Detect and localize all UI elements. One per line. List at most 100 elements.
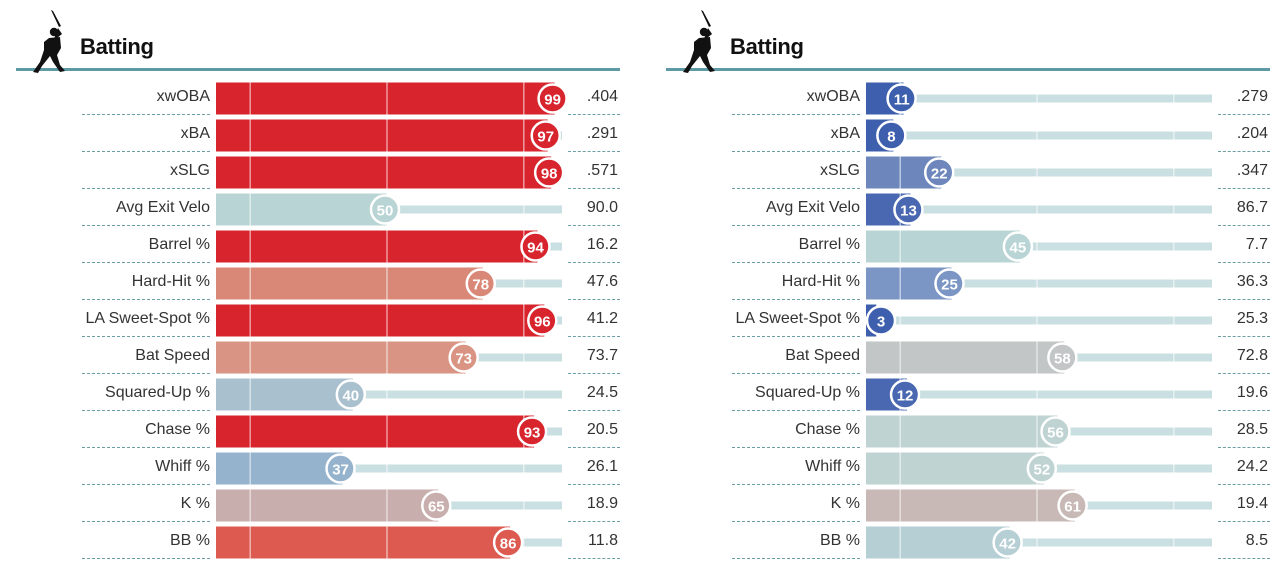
metric-label: K % <box>830 495 860 512</box>
metric-value: 36.3 <box>1236 273 1268 290</box>
percentile-track <box>352 390 562 399</box>
metric-label: Squared-Up % <box>105 384 210 401</box>
percentile-label: 45 <box>1010 240 1027 257</box>
row-divider <box>732 224 860 226</box>
metric-value: 26.1 <box>586 458 618 475</box>
row-divider <box>1218 483 1270 485</box>
percentile-label: 78 <box>472 277 489 294</box>
metric-value: 25.3 <box>1236 310 1268 327</box>
row-divider <box>82 187 210 189</box>
metric-row: xSLG 22 .347 <box>666 153 1270 190</box>
panel-title: Batting <box>80 34 154 59</box>
metric-label: xSLG <box>819 162 860 179</box>
row-divider <box>732 298 860 300</box>
percentile-marker <box>1026 453 1058 484</box>
row-divider <box>732 113 860 115</box>
metric-value: 73.7 <box>586 347 618 364</box>
percentile-marker <box>865 305 897 336</box>
percentile-label: 61 <box>1064 499 1081 516</box>
metric-row: Chase % 56 28.5 <box>666 412 1270 449</box>
row-divider <box>568 298 620 300</box>
percentile-bar-group: 25 <box>866 267 1212 300</box>
percentile-bar-group: 56 <box>866 415 1212 448</box>
percentile-bar <box>216 341 466 374</box>
row-divider <box>1218 335 1270 337</box>
row-divider <box>82 372 210 374</box>
percentile-marker <box>421 490 452 521</box>
row-divider <box>1218 298 1270 300</box>
percentile-bar <box>866 489 1075 522</box>
percentile-track <box>907 390 1212 399</box>
metric-row: BB % 86 11.8 <box>16 523 620 560</box>
percentile-marker <box>527 305 558 336</box>
metric-value: .347 <box>1236 162 1268 179</box>
percentile-track <box>910 205 1212 214</box>
row-divider <box>1218 557 1270 559</box>
percentile-label: 98 <box>541 166 558 183</box>
percentile-bar <box>216 267 483 300</box>
row-divider <box>568 446 620 448</box>
row-divider <box>732 483 860 485</box>
percentile-label: 22 <box>931 166 948 183</box>
metric-row: Hard-Hit % 25 36.3 <box>666 264 1270 301</box>
metric-row: xBA 8 .204 <box>666 116 1270 153</box>
percentile-label: 94 <box>527 240 544 257</box>
row-divider <box>1218 372 1270 374</box>
percentile-bar <box>866 452 1044 485</box>
percentile-label: 86 <box>500 536 517 553</box>
percentile-label: 56 <box>1047 425 1064 442</box>
percentile-marker <box>886 83 917 114</box>
row-divider <box>1218 261 1270 263</box>
percentile-track <box>387 205 562 214</box>
percentile-marker <box>448 342 479 373</box>
row-divider <box>568 335 620 337</box>
metric-value: .291 <box>586 125 618 142</box>
percentile-marker <box>533 157 565 188</box>
percentile-track <box>510 538 562 547</box>
percentile-bar-group: 37 <box>216 452 562 485</box>
batter-icon <box>33 10 65 73</box>
row-divider <box>82 557 210 559</box>
percentile-track <box>1043 464 1212 473</box>
row-divider <box>732 446 860 448</box>
metric-row: xBA 97 .291 <box>16 116 620 153</box>
row-divider <box>82 224 210 226</box>
percentile-track <box>1074 501 1212 510</box>
metric-label: LA Sweet-Spot % <box>85 310 210 327</box>
metric-value: 16.2 <box>586 236 618 253</box>
metric-label: Barrel % <box>148 236 210 253</box>
metric-row: BB % 42 8.5 <box>666 523 1270 560</box>
percentile-track <box>941 168 1212 177</box>
metric-value: 28.5 <box>1236 421 1268 438</box>
percentile-bar-group: 61 <box>866 489 1212 522</box>
metric-label: Hard-Hit % <box>131 273 210 290</box>
metric-label: xwOBA <box>806 88 860 105</box>
metric-row: Whiff % 52 24.2 <box>666 449 1270 486</box>
row-divider <box>732 335 860 337</box>
row-divider <box>568 520 620 522</box>
percentile-bar-group: 40 <box>216 378 562 411</box>
row-divider <box>568 150 620 152</box>
metric-label: Whiff % <box>155 458 210 475</box>
percentile-bar <box>216 193 387 226</box>
metric-value: .571 <box>586 162 618 179</box>
percentile-marker <box>934 268 965 299</box>
metric-value: 18.9 <box>586 495 618 512</box>
percentile-bar <box>216 415 535 448</box>
metric-label: xBA <box>180 125 210 142</box>
percentile-bar <box>216 156 552 189</box>
percentile-label: 13 <box>900 203 917 220</box>
row-divider <box>82 483 210 485</box>
percentile-bar <box>216 82 555 115</box>
percentile-label: 93 <box>524 425 541 442</box>
percentile-track <box>342 464 562 473</box>
metric-label: Squared-Up % <box>755 384 860 401</box>
percentile-bar-group: 97 <box>216 119 562 152</box>
metric-row: Squared-Up % 12 19.6 <box>666 375 1270 412</box>
metric-row: xSLG 98 .571 <box>16 153 620 190</box>
row-divider <box>732 520 860 522</box>
row-divider <box>1218 224 1270 226</box>
row-divider <box>568 557 620 559</box>
percentile-track <box>951 279 1212 288</box>
row-divider <box>568 187 620 189</box>
